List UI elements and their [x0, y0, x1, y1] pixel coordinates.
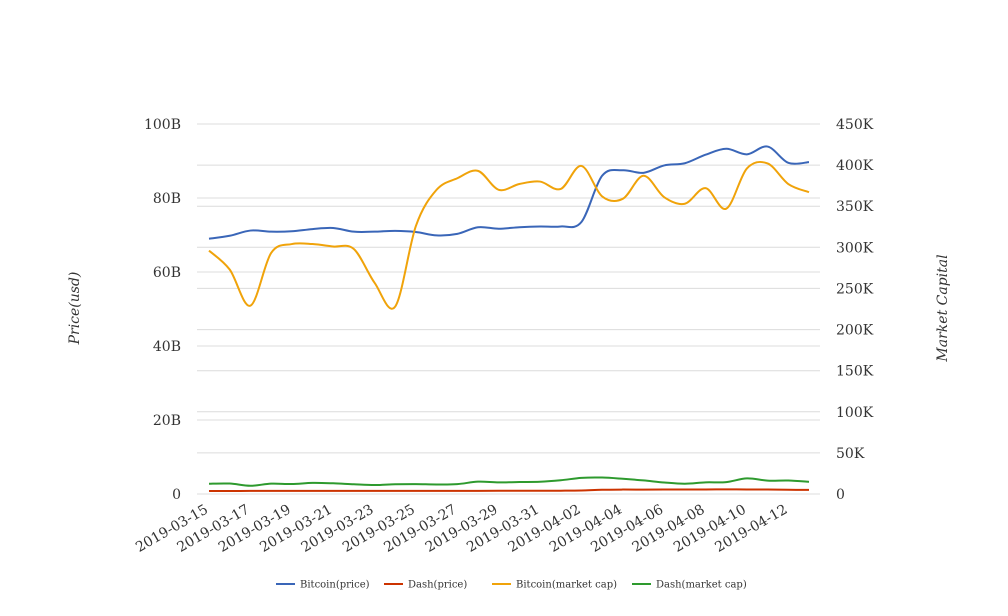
legend-label: Dash(market cap) [656, 580, 747, 591]
legend-label: Bitcoin(price) [300, 580, 370, 591]
series-line-bitcoin-market-cap [208, 160, 810, 310]
y-left-tick-label: 0 [172, 487, 181, 503]
series-lines [208, 145, 810, 493]
legend-item[interactable]: Bitcoin(price) [276, 580, 370, 591]
y-right-tick-label: 150K [836, 364, 874, 380]
y-right-tick-label: 250K [836, 281, 874, 297]
y-left-tick-label: 80B [153, 191, 181, 207]
y-right-tick-label: 200K [836, 323, 874, 339]
y-right-tick-label: 300K [836, 240, 874, 256]
grid-lines [197, 123, 820, 495]
y-right-tick-label: 400K [836, 158, 874, 174]
y-right-tick-label: 50K [836, 446, 865, 462]
y-left-tick-label: 40B [153, 339, 181, 355]
legend-item[interactable]: Bitcoin(market cap) [492, 580, 617, 591]
y-right-tick-label: 0 [836, 487, 845, 503]
legend-item[interactable]: Dash(market cap) [632, 580, 747, 591]
y-left-tick-label: 20B [153, 413, 181, 429]
y-axis-left: 0 20B 40B 60B 80B 100B [144, 117, 181, 503]
series-line-bitcoin-price [208, 145, 810, 240]
y-axis-right: 0 50K 100K 150K 200K 250K 300K 350K 400K 450K [836, 117, 874, 503]
legend-label: Dash(price) [408, 580, 467, 591]
y-right-tick-label: 450K [836, 117, 874, 133]
y-left-tick-label: 60B [153, 265, 181, 281]
y-axis-left-title: Price(usd) [67, 272, 83, 346]
legend: Bitcoin(price) Dash(price) Bitcoin(market … [276, 580, 747, 591]
y-right-tick-label: 350K [836, 199, 874, 215]
y-axis-right-title: Market Capital [935, 254, 951, 362]
x-axis: 2019-03-152019-03-172019-03-192019-03-21… [133, 502, 790, 556]
legend-item[interactable]: Dash(price) [384, 580, 467, 591]
legend-label: Bitcoin(market cap) [516, 580, 617, 591]
series-line-dash-price [208, 488, 810, 493]
series-line-dash-market-cap [208, 476, 810, 487]
y-left-tick-label: 100B [144, 117, 181, 133]
y-right-tick-label: 100K [836, 405, 874, 421]
